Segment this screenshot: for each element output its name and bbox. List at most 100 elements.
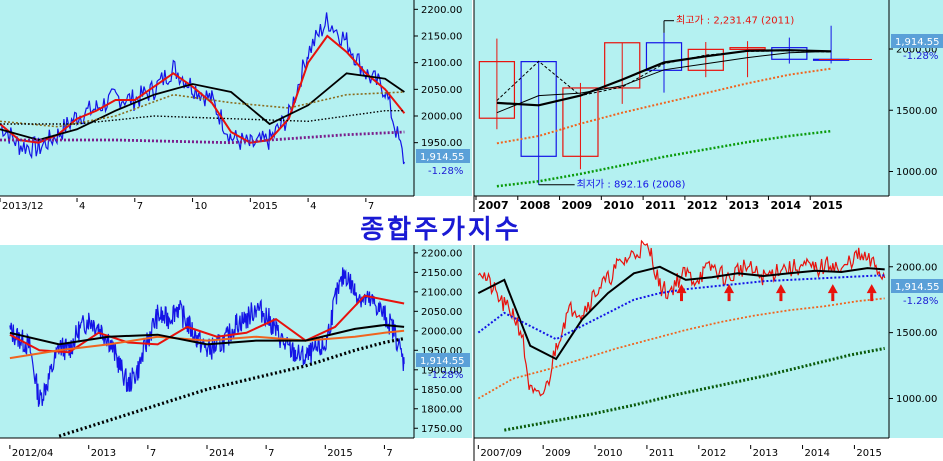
monthly-series-1	[477, 265, 885, 361]
monthly-xtick-label: 2010	[597, 448, 622, 459]
yearly-candle-body	[562, 87, 599, 157]
daily-ytick-label: 2000.00	[421, 112, 462, 123]
weekly-xtick-label: 2015	[327, 448, 352, 459]
yearly-ytick-label: 2000.00	[896, 45, 937, 56]
page-title: 종합주가지수	[360, 215, 522, 245]
daily-series-5	[0, 130, 405, 145]
weekly-ytick-label: 2100.00	[421, 287, 462, 298]
weekly-ytick-label: 2200.00	[421, 248, 462, 259]
yearly-xtick-label: 2008	[520, 199, 551, 212]
monthly-arrow-stem	[680, 293, 683, 302]
monthly-xtick-label: 2014	[805, 448, 830, 459]
yearly-candle-body	[729, 47, 766, 50]
yearly-xtick-label: 2015	[812, 199, 843, 212]
yearly-axis-bg	[889, 0, 943, 196]
daily-change: -1.28%	[428, 166, 463, 177]
yearly-candle-body	[771, 47, 808, 60]
daily-ytick-label: 2050.00	[421, 85, 462, 96]
monthly-xtick-label: 2009	[545, 448, 570, 459]
daily-xtick-label: 2013/12	[2, 201, 44, 212]
yearly-xtick-label: 2009	[562, 199, 593, 212]
daily-xtick-label: 4	[79, 201, 85, 212]
monthly-arrow-head	[866, 284, 877, 294]
weekly-xtick-label: 2013	[91, 448, 116, 459]
daily-ytick-label: 2100.00	[421, 58, 462, 69]
monthly-xtick-label: 2012	[701, 448, 726, 459]
daily-axis-bg	[414, 0, 472, 196]
yearly-ytick-label: 1500.00	[896, 106, 937, 117]
weekly-xaxis-bg	[0, 438, 472, 461]
yearly-xtick-label: 2012	[687, 199, 718, 212]
monthly-last-badge	[891, 279, 943, 293]
chart-weekly: 2200.00 2150.00 2100.00 2050.00 2000.00 1950.…	[9, 248, 470, 459]
yearly-last-badge	[891, 34, 943, 48]
weekly-change: -1.28%	[428, 370, 463, 381]
yearly-xaxis-bg	[474, 196, 943, 212]
yearly-high-annotation: 최고가 : 2,231.47 (2011)	[676, 15, 794, 27]
weekly-ytick-label: 2000.00	[421, 326, 462, 337]
monthly-arrow-head	[827, 284, 838, 294]
daily-xaxis-bg	[0, 196, 472, 212]
monthly-series-3	[477, 297, 885, 400]
daily-last-badge	[416, 149, 470, 163]
weekly-ytick-label: 2050.00	[421, 307, 462, 318]
weekly-series-4	[58, 337, 405, 438]
weekly-xtick-label: 2012/04	[12, 448, 54, 459]
weekly-xtick-label: 7	[386, 448, 392, 459]
yearly-ytick-label: 1000.00	[896, 167, 937, 178]
weekly-last-value: 1,914.55	[420, 356, 465, 367]
daily-xtick-label: 10	[195, 201, 208, 212]
panel-yearly-bg	[474, 0, 889, 196]
yearly-ma-2	[496, 50, 832, 114]
monthly-ytick-label: 2000.00	[896, 262, 937, 273]
yearly-candle-body	[604, 42, 641, 89]
daily-series-4	[0, 109, 405, 125]
monthly-arrow-stem	[870, 293, 874, 302]
yearly-ma-3	[496, 67, 832, 145]
weekly-ytick-label: 1750.00	[421, 424, 462, 435]
monthly-axis-bg	[889, 245, 943, 438]
monthly-arrow-stem	[727, 293, 731, 302]
weekly-ytick-label: 1950.00	[421, 346, 462, 357]
yearly-low-annotation: 최저가 : 892.16 (2008)	[577, 179, 686, 191]
daily-xtick-label: 7	[137, 201, 143, 212]
monthly-arrow-head	[775, 284, 786, 294]
monthly-xtick-label: 2013	[753, 448, 778, 459]
yearly-last-value: 1,914.55	[895, 37, 940, 48]
yearly-candle-body	[478, 61, 516, 119]
chart-monthly: 2000.00 1500.00 1000.00 1,914.55 -1.28% 2007/…	[477, 239, 943, 459]
weekly-series-2	[9, 329, 405, 360]
weekly-last-badge	[416, 353, 470, 367]
monthly-change: -1.28%	[903, 296, 938, 307]
monthly-xtick-label: 2011	[649, 448, 674, 459]
monthly-arrow-head	[724, 284, 735, 294]
daily-xtick-label: 7	[368, 201, 374, 212]
weekly-xtick-label: 7	[150, 448, 156, 459]
monthly-series-4	[504, 346, 885, 432]
monthly-ytick-label: 1000.00	[896, 394, 937, 405]
daily-xtick-label: 2015	[252, 201, 277, 212]
yearly-xtick-label: 2010	[603, 199, 634, 212]
chart-daily: 2200.00 2150.00 2100.00 2050.00 2000.00 1950.…	[0, 5, 470, 212]
yearly-xtick-label: 2007	[478, 199, 509, 212]
weekly-series-3	[9, 323, 405, 346]
yearly-xtick-label: 2013	[729, 199, 760, 212]
daily-xtick-label: 4	[310, 201, 316, 212]
monthly-xaxis-bg	[474, 438, 943, 461]
daily-series-3	[0, 91, 405, 128]
weekly-ytick-label: 1900.00	[421, 365, 462, 376]
weekly-ytick-label: 1800.00	[421, 404, 462, 415]
weekly-series-1	[9, 294, 405, 354]
weekly-series-0	[9, 267, 405, 407]
chart-yearly: 2000.00 1500.00 1000.00 1,914.55 -1.28% 2007 2…	[475, 15, 943, 212]
monthly-arrow-head	[676, 284, 687, 294]
daily-last-value: 1,914.55	[420, 152, 465, 163]
yearly-ma-0	[496, 49, 832, 107]
yearly-ma-4	[496, 129, 832, 188]
weekly-xtick-label: 7	[268, 448, 274, 459]
daily-ytick-label: 1950.00	[421, 138, 462, 149]
monthly-arrow-stem	[831, 293, 835, 302]
daily-ytick-label: 2150.00	[421, 32, 462, 43]
monthly-ytick-label: 1500.00	[896, 328, 937, 339]
